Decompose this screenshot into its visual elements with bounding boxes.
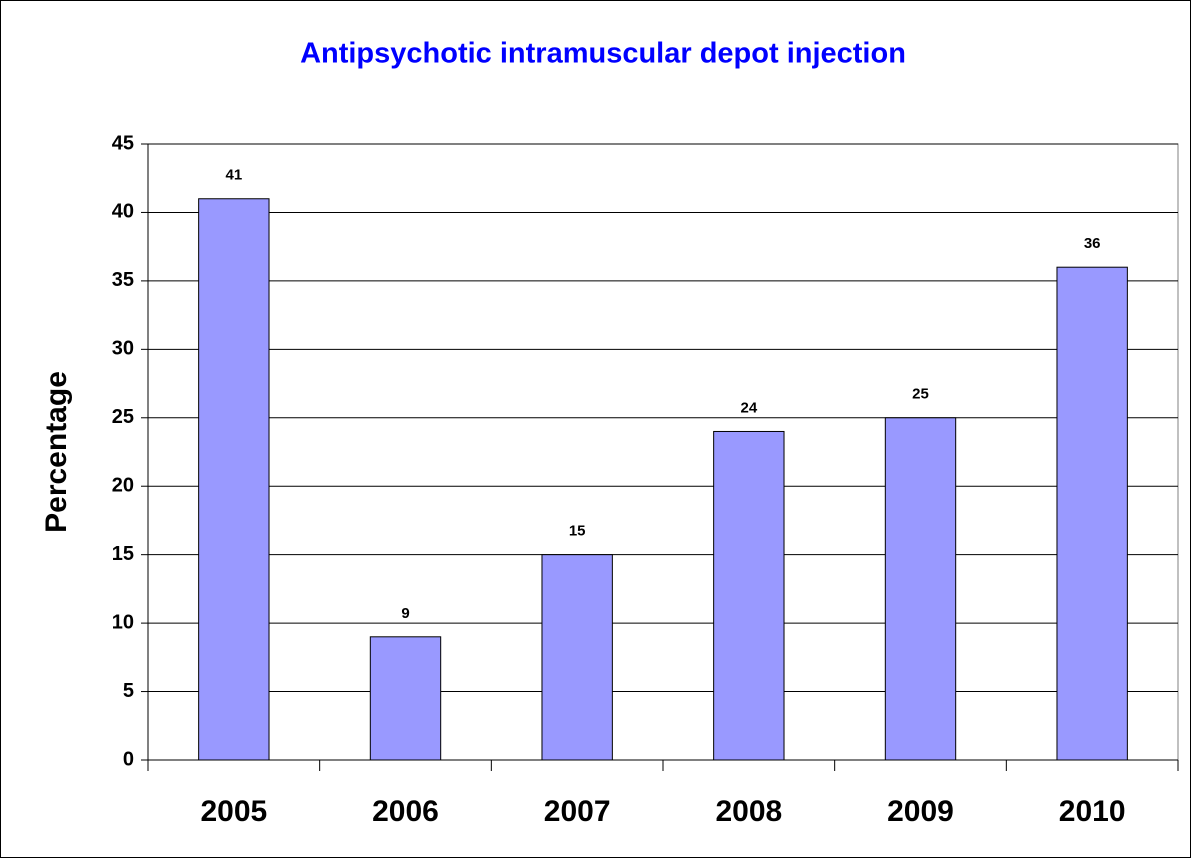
y-tick-label: 5 bbox=[123, 680, 134, 702]
data-label: 36 bbox=[1084, 235, 1101, 252]
x-tick-label: 2007 bbox=[544, 795, 611, 828]
bar bbox=[713, 430, 785, 761]
chart-title: Antipsychotic intramuscular depot inject… bbox=[300, 38, 906, 70]
y-tick-label: 25 bbox=[112, 406, 134, 428]
bar bbox=[369, 636, 442, 761]
x-tick-label: 2006 bbox=[372, 795, 439, 828]
bar bbox=[1056, 266, 1128, 761]
data-label: 15 bbox=[569, 523, 586, 540]
data-label: 25 bbox=[912, 386, 929, 403]
y-tick-label: 20 bbox=[112, 475, 134, 497]
data-label: 9 bbox=[401, 605, 409, 622]
data-label: 24 bbox=[740, 399, 757, 416]
y-tick-label: 30 bbox=[112, 338, 134, 360]
bar bbox=[541, 554, 613, 761]
plot-area bbox=[147, 143, 1179, 761]
y-tick-label: 0 bbox=[123, 748, 134, 770]
y-tick-label: 15 bbox=[112, 543, 134, 565]
x-tick-label: 2009 bbox=[887, 795, 954, 828]
y-tick-label: 10 bbox=[112, 611, 134, 633]
y-tick-label: 45 bbox=[112, 132, 134, 154]
y-tick-label: 35 bbox=[112, 269, 134, 291]
x-tick-label: 2010 bbox=[1059, 795, 1126, 828]
x-tick-label: 2005 bbox=[200, 795, 267, 828]
data-label: 41 bbox=[225, 167, 242, 184]
x-tick-label: 2008 bbox=[715, 795, 782, 828]
y-tick-label: 40 bbox=[112, 201, 134, 223]
bar bbox=[884, 417, 957, 761]
bar bbox=[198, 198, 270, 761]
y-axis-label: Percentage bbox=[40, 371, 73, 533]
